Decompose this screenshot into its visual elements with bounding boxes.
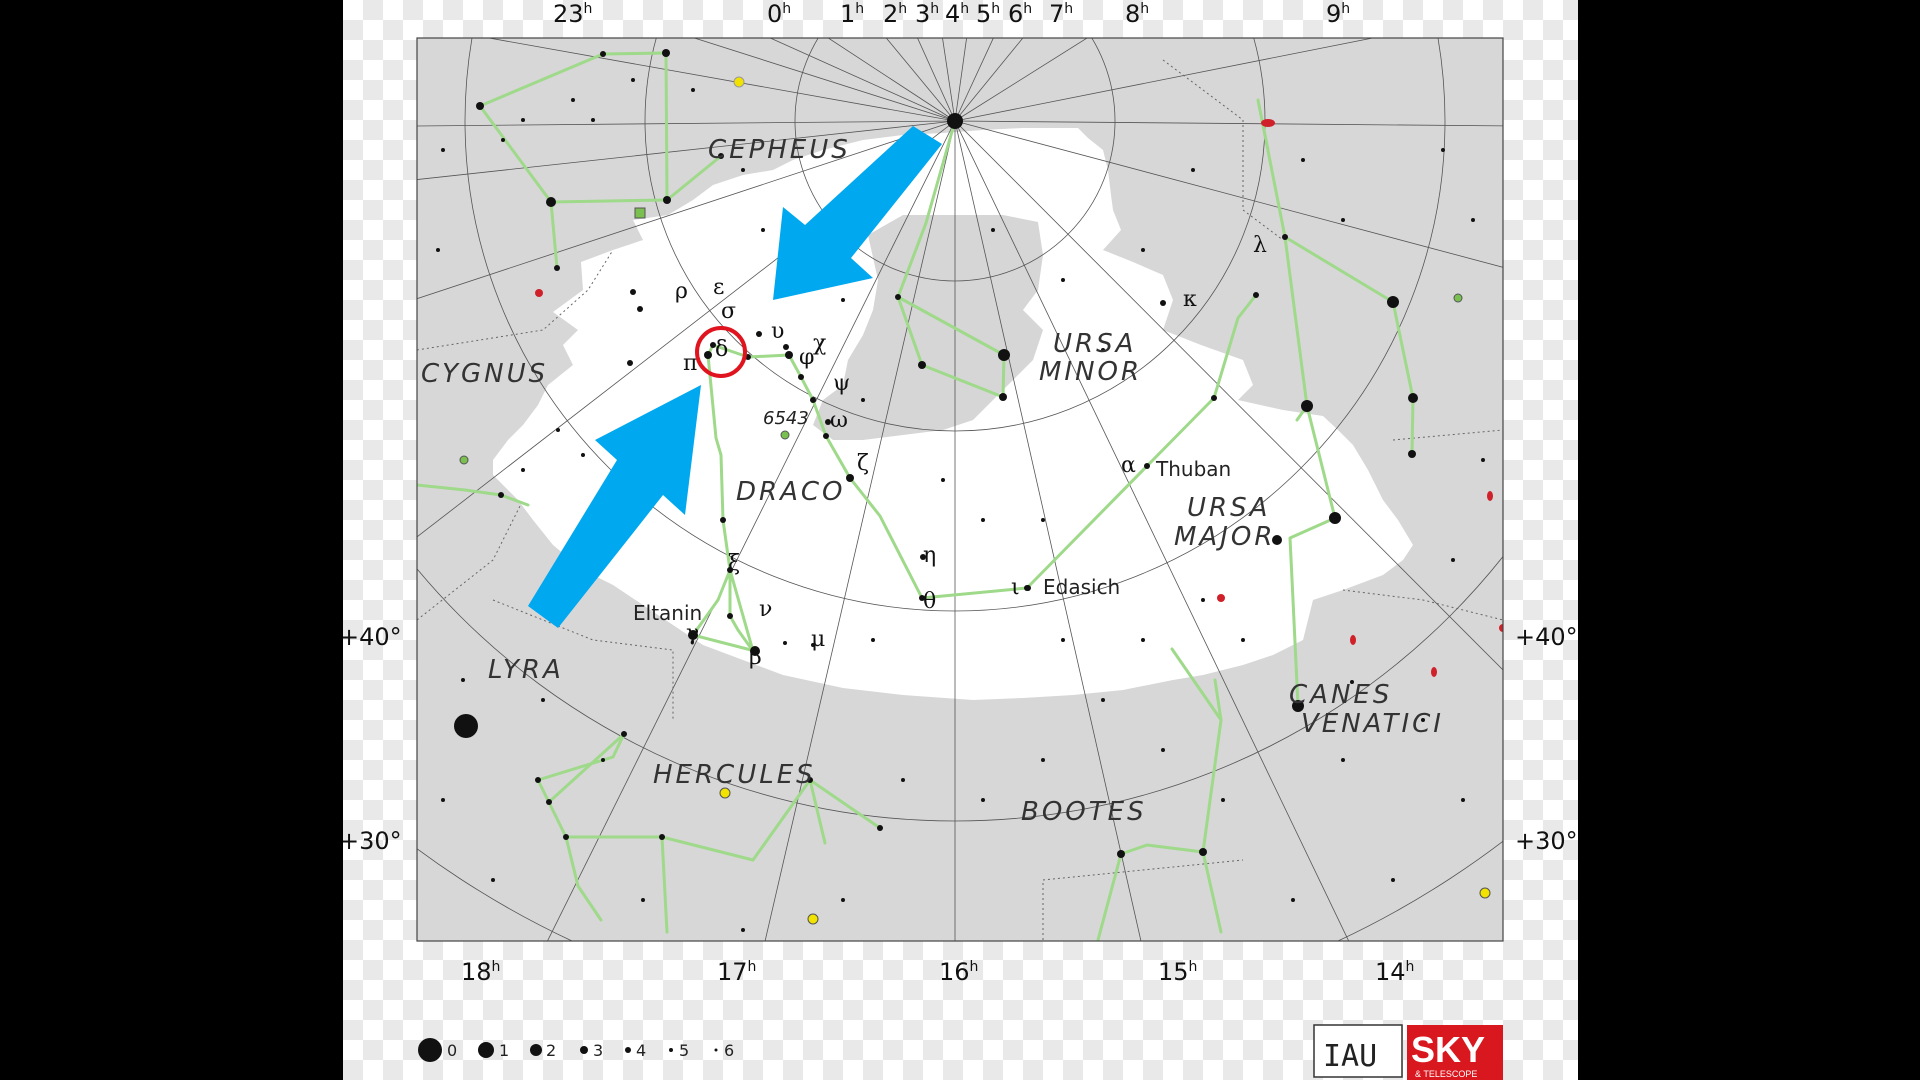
greek-eta: η <box>923 543 936 568</box>
greek-theta: θ <box>923 589 936 614</box>
label-eltanin: Eltanin <box>633 601 702 625</box>
greek-sigma: σ <box>721 299 736 324</box>
greek-alpha: α <box>1121 453 1136 478</box>
label-cygnus: CYGNUS <box>421 359 548 389</box>
svg-text:1: 1 <box>499 1041 509 1060</box>
star-delta-draconis <box>704 351 712 359</box>
greek-upsilon: υ <box>771 319 784 344</box>
svg-text:+40°: +40° <box>1515 623 1578 651</box>
svg-text:IAU: IAU <box>1323 1039 1377 1074</box>
star-chart-panel: CEPHEUS CYGNUS URSA MINOR DRACO URSA MAJ… <box>343 0 1578 1080</box>
svg-text:+30°: +30° <box>1515 827 1578 855</box>
greek-zeta: ζ <box>857 451 869 476</box>
greek-chi: χ <box>813 331 826 356</box>
svg-text:2h: 2h <box>883 0 907 28</box>
dec-labels: +40° +40° +30° +30° <box>343 623 1578 855</box>
label-ursa-minor-1: URSA <box>1053 329 1136 359</box>
greek-lambda: λ <box>1253 233 1267 258</box>
svg-text:6: 6 <box>724 1041 734 1060</box>
svg-text:3h: 3h <box>915 0 939 28</box>
iau-logo: IAU <box>1313 1024 1403 1078</box>
ursa-minor-region <box>813 215 1043 440</box>
svg-text:23h: 23h <box>553 0 592 28</box>
label-thuban: Thuban <box>1155 457 1231 481</box>
dec-circles <box>417 38 1503 941</box>
greek-gamma: γ <box>686 621 699 646</box>
svg-text:6h: 6h <box>1008 0 1032 28</box>
greek-epsilon: ε <box>713 275 724 300</box>
stars <box>436 49 1485 932</box>
label-canes-2: VENATICI <box>1301 709 1444 739</box>
greek-phi: φ <box>799 345 814 370</box>
greek-delta: δ <box>715 337 728 362</box>
greek-beta: β <box>749 645 762 670</box>
label-ursa-minor-2: MINOR <box>1039 357 1142 387</box>
label-lyra: LYRA <box>488 655 564 685</box>
greek-omega: ω <box>830 408 848 433</box>
pointer-arrows <box>528 126 942 628</box>
svg-text:15h: 15h <box>1158 958 1197 986</box>
label-ngc6543: 6543 <box>763 408 809 429</box>
highlight-circle <box>695 326 747 378</box>
svg-text:3: 3 <box>593 1041 603 1060</box>
greek-xi: ξ <box>728 551 740 576</box>
star-polaris <box>947 113 963 129</box>
arrow-top <box>773 126 942 300</box>
svg-text:1h: 1h <box>840 0 864 28</box>
svg-text:4: 4 <box>636 1041 646 1060</box>
sky-telescope-logo: SKY & TELESCOPE <box>1407 1025 1503 1080</box>
label-edasich: Edasich <box>1043 575 1120 599</box>
constellation-lines <box>417 51 1415 941</box>
greek-iota: ι <box>1011 575 1020 600</box>
greek-pi: π <box>683 351 697 376</box>
svg-text:14h: 14h <box>1375 958 1414 986</box>
deep-sky-objects <box>459 76 1503 925</box>
svg-text:& TELESCOPE: & TELESCOPE <box>1415 1069 1477 1079</box>
svg-text:8h: 8h <box>1125 0 1149 28</box>
svg-text:7h: 7h <box>1049 0 1073 28</box>
svg-text:5: 5 <box>679 1041 689 1060</box>
label-ursa-major-1: URSA <box>1187 493 1270 523</box>
svg-text:+40°: +40° <box>343 623 402 651</box>
draco-star-chart: CEPHEUS CYGNUS URSA MINOR DRACO URSA MAJ… <box>343 0 1578 1080</box>
label-cepheus: CEPHEUS <box>708 135 851 165</box>
label-bootes: BOOTES <box>1021 797 1147 827</box>
svg-text:2: 2 <box>546 1041 556 1060</box>
greek-nu: ν <box>759 597 772 622</box>
svg-text:4h: 4h <box>945 0 969 28</box>
svg-text:5h: 5h <box>976 0 1000 28</box>
svg-text:9h: 9h <box>1326 0 1350 28</box>
constellation-boundaries <box>417 59 1503 940</box>
svg-text:16h: 16h <box>939 958 978 986</box>
label-canes-1: CANES <box>1289 680 1392 710</box>
svg-text:SKY: SKY <box>1411 1029 1485 1070</box>
ra-meridians <box>417 38 1503 941</box>
ra-bottom-labels: 18h 17h 16h 15h 14h <box>461 958 1414 986</box>
ra-top-labels: 23h 0h 1h 2h 3h 4h 5h 6h 7h 8h 9h <box>553 0 1350 28</box>
greek-mu: μ <box>811 627 825 652</box>
svg-text:0h: 0h <box>767 0 791 28</box>
svg-text:0: 0 <box>447 1041 457 1060</box>
svg-text:18h: 18h <box>461 958 500 986</box>
greek-rho: ρ <box>675 279 688 304</box>
greek-kappa: κ <box>1183 287 1197 312</box>
magnitude-scale: 0 1 2 3 4 5 6 <box>418 1038 734 1062</box>
svg-text:17h: 17h <box>717 958 756 986</box>
svg-text:+30°: +30° <box>343 827 402 855</box>
label-draco: DRACO <box>736 477 846 507</box>
greek-psi: ψ <box>833 371 850 396</box>
label-ursa-major-2: MAJOR <box>1174 522 1275 552</box>
arrow-bottom <box>528 385 701 628</box>
label-hercules: HERCULES <box>653 760 816 790</box>
